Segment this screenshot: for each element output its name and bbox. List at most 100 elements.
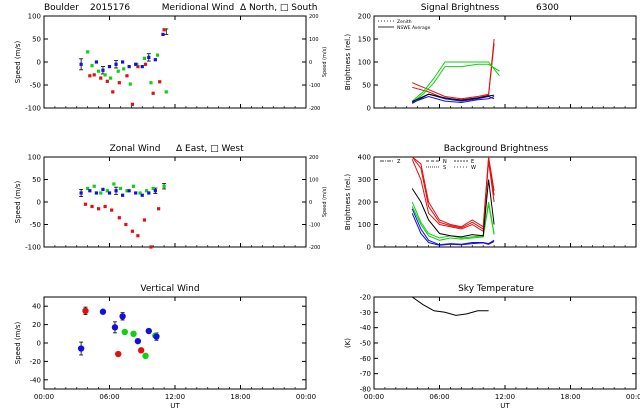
vertical-point xyxy=(130,330,137,337)
background-series-line xyxy=(411,208,495,246)
meridional-ytick-label: 50 xyxy=(32,36,41,44)
zonal-point xyxy=(147,191,151,195)
sky_temp-ytick-label: -50 xyxy=(360,340,371,348)
meridional-ylabel: Speed (m/s) xyxy=(14,41,22,84)
meridional-point xyxy=(103,73,107,77)
meridional-point xyxy=(140,65,144,69)
zonal-ylabel-right: Speed (m/s) xyxy=(322,187,328,217)
zonal-point xyxy=(127,189,131,193)
plot-area: -100 -50 0 50 100 -20 0 -100 0 100 200 Speed (m/s) S… xyxy=(14,13,640,411)
zonal-point xyxy=(151,186,155,191)
zonal-ytick-right-label: -100 xyxy=(309,223,320,229)
meridional-ytick-label: -100 xyxy=(25,105,41,113)
zonal-ytick-label: 0 xyxy=(37,199,41,207)
meridional-ytick-right-label: 200 xyxy=(309,14,319,20)
zonal-point xyxy=(83,202,88,206)
vertical-xtick-label: 06:00 xyxy=(99,393,119,401)
meridional-point xyxy=(121,60,125,64)
meridional-point xyxy=(151,91,155,95)
zonal-point xyxy=(92,184,96,188)
zonal-point xyxy=(88,189,92,193)
zonal-ytick-label: 50 xyxy=(32,176,41,184)
zonal-point xyxy=(118,186,123,191)
sky_temp-panel: 00:0006:0012:0018:0000:00-80-70-60-50-40… xyxy=(344,294,640,411)
sky_temp-ytick-label: -20 xyxy=(360,294,371,302)
background-ytick-label: 100 xyxy=(358,221,371,229)
vertical-xtick-label: 00:00 xyxy=(34,393,54,401)
sky_temp-ytick-label: -40 xyxy=(360,324,371,332)
vertical-point xyxy=(115,350,122,358)
zonal-point xyxy=(153,189,157,193)
meridional-point xyxy=(86,50,90,54)
zonal-point xyxy=(149,245,153,249)
signal-series-line xyxy=(411,63,500,103)
meridional-point xyxy=(134,62,138,66)
zonal-point xyxy=(125,189,129,193)
zonal-point xyxy=(105,189,109,193)
zonal-point xyxy=(79,191,83,195)
zonal-point xyxy=(134,191,138,195)
vertical-point xyxy=(111,324,119,331)
signal-ylabel: Brightness (rel.) xyxy=(344,34,352,90)
meridional-point xyxy=(111,90,115,94)
meridional-point xyxy=(153,58,157,62)
meridional-point xyxy=(101,68,105,72)
vertical-point xyxy=(134,337,142,345)
meridional-ytick-right-label: 100 xyxy=(309,37,319,43)
zonal-point xyxy=(131,184,136,188)
signal-ytick-label: 100 xyxy=(358,59,371,67)
vertical-xtick-label: 18:00 xyxy=(230,393,250,401)
vertical-panel: 00:00 06:00 12:00 18:00 00:00 -40 -20 0 20 40 Spee… xyxy=(14,296,316,410)
zonal-point xyxy=(157,207,161,211)
zonal-panel: -100 -50 0 50 100 -200 -100 0 100 200 Speed (m/s) S… xyxy=(14,154,328,252)
zonal-ytick-label: -100 xyxy=(25,244,41,252)
meridional-point xyxy=(79,62,83,66)
signal-series-line xyxy=(412,95,495,104)
background-ytick-label: 400 xyxy=(358,154,371,162)
vertical-ytick-label: 0 xyxy=(37,340,41,348)
background-series-line xyxy=(411,159,495,233)
zonal-ytick-label: 100 xyxy=(28,154,41,162)
background-ytick-label: 200 xyxy=(358,199,371,207)
meridional-point xyxy=(107,65,112,69)
background-ylabel: Brightness (rel.) xyxy=(344,174,352,230)
meridional-point xyxy=(130,102,135,106)
zonal-ytick-label: -50 xyxy=(30,221,41,229)
meridional-point xyxy=(117,81,121,85)
meridional-point xyxy=(116,69,120,73)
zonal-point xyxy=(124,222,128,227)
sky_temp-xlabel: UT xyxy=(500,402,510,410)
background-title: Background Brightness xyxy=(444,144,549,154)
vertical-ytick-label: 40 xyxy=(32,303,41,311)
meridional-point xyxy=(99,76,103,80)
sky_temp-xtick-label: 00:00 xyxy=(364,393,384,401)
vertical-point xyxy=(142,352,149,360)
vertical-point xyxy=(77,345,85,352)
zonal-ytick-right-label: 200 xyxy=(309,155,319,161)
meridional-point xyxy=(88,74,92,78)
meridional-ytick-right-label: -100 xyxy=(309,83,320,89)
meridional-point xyxy=(147,55,151,59)
vertical-xtick-label: 12:00 xyxy=(165,393,185,401)
site-label: Boulder xyxy=(44,3,79,13)
vertical-point xyxy=(153,333,160,340)
vertical-xtick-label: 00:00 xyxy=(296,393,316,401)
meridional-ytick-label: 0 xyxy=(37,59,41,67)
meridional-point xyxy=(96,69,101,73)
signal-legend-label: Zenith xyxy=(397,19,412,25)
zonal-point xyxy=(138,191,142,195)
vertical-ytick-label: -20 xyxy=(30,358,41,366)
meridional-point xyxy=(92,73,96,77)
zonal-point xyxy=(99,191,103,195)
signal-ytick-label: 50 xyxy=(362,82,371,90)
background-series-line xyxy=(411,201,495,239)
meridional-point xyxy=(164,90,168,94)
meridional-point xyxy=(108,76,113,80)
zonal-ylabel: Speed (m/s) xyxy=(14,181,22,224)
vertical-point xyxy=(82,307,89,314)
background-ytick-label: 0 xyxy=(367,244,371,252)
zonal-title: Zonal Wind xyxy=(110,144,161,154)
meridional-point xyxy=(158,80,162,84)
background-legend-label: E xyxy=(471,159,474,165)
